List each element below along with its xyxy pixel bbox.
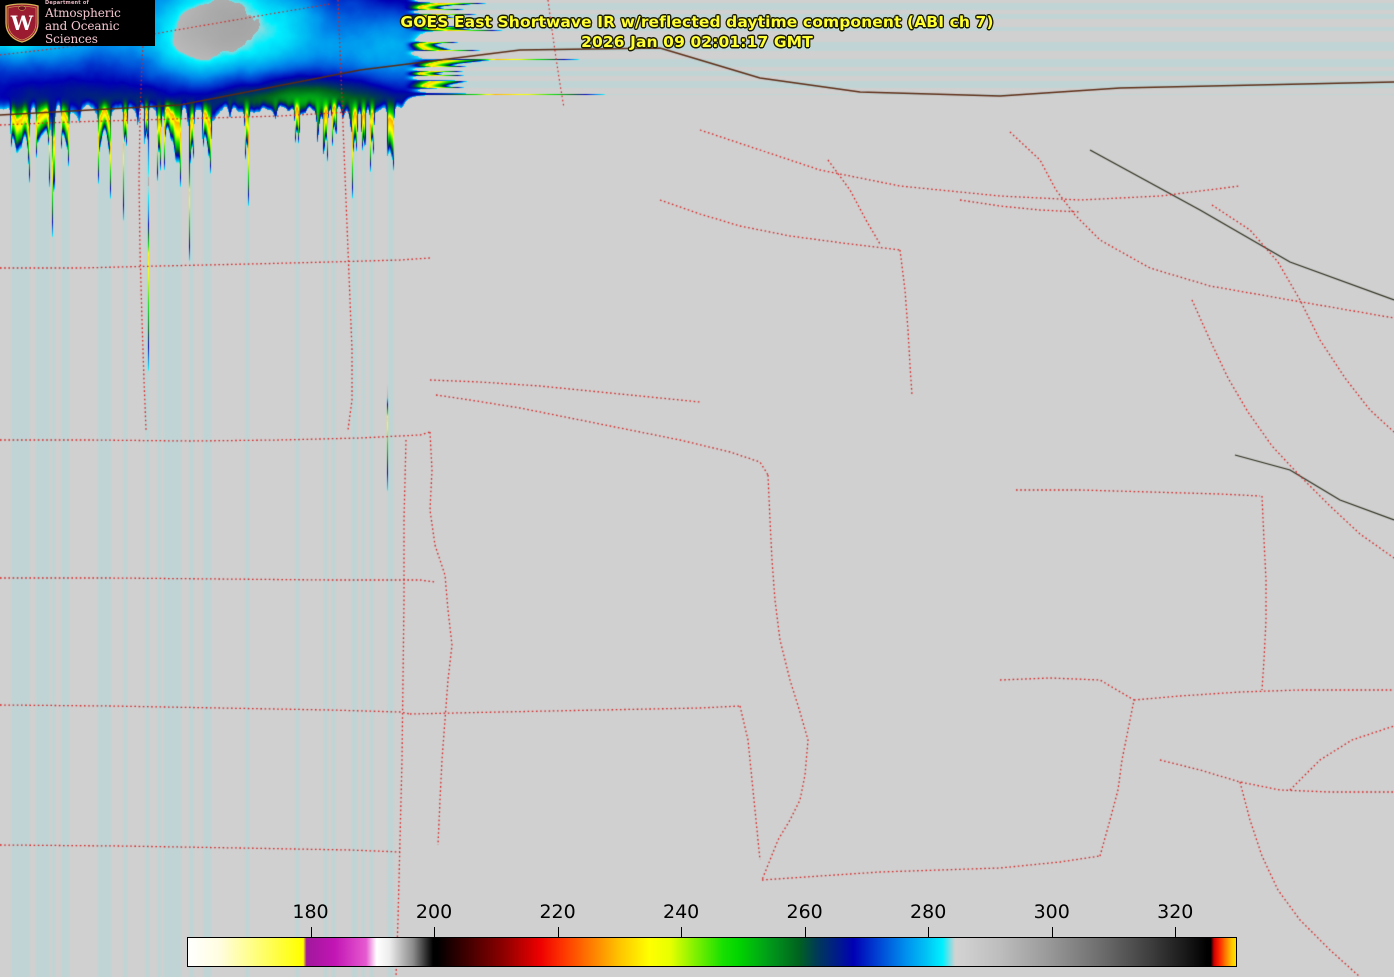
colorbar-tick-label: 300 [1033, 901, 1070, 923]
uw-crest-icon: W [3, 3, 41, 43]
colorbar-tick [434, 927, 436, 937]
colorbar-tick-labels: 180 200 220 240 260 280 300 320 [187, 899, 1237, 927]
logo-line-atmospheric: Atmospheric [45, 5, 121, 20]
colorbar-tick [1051, 927, 1053, 937]
colorbar-tick-label: 180 [292, 901, 329, 923]
colorbar-tick [804, 927, 806, 937]
colorbar-gradient [187, 937, 1237, 967]
colorbar-tick-label: 320 [1157, 901, 1194, 923]
uw-madison-aos-logo: W Department of Atmospheric and Oceanic … [0, 0, 155, 46]
colorbar-tick-label: 200 [415, 901, 453, 923]
logo-line-oceanic: and Oceanic Sciences [45, 18, 120, 46]
colorbar-tick [681, 927, 683, 937]
colorbar-tick [310, 927, 312, 937]
colorbar-tick-label: 220 [539, 901, 576, 923]
colorbar-tick-marks [187, 927, 1237, 937]
colorbar-tick-label: 260 [786, 901, 823, 923]
logo-department-line: Department of [45, 0, 89, 6]
brightness-temperature-colorbar: 180 200 220 240 260 280 300 320 [187, 901, 1237, 967]
svg-text:W: W [10, 11, 34, 35]
colorbar-tick-label: 240 [662, 901, 700, 923]
colorbar-tick [1175, 927, 1177, 937]
logo-text-block: Department of Atmospheric and Oceanic Sc… [45, 0, 155, 46]
colorbar-tick-label: 280 [910, 901, 947, 923]
colorbar-tick [928, 927, 930, 937]
colorbar-tick [557, 927, 559, 937]
